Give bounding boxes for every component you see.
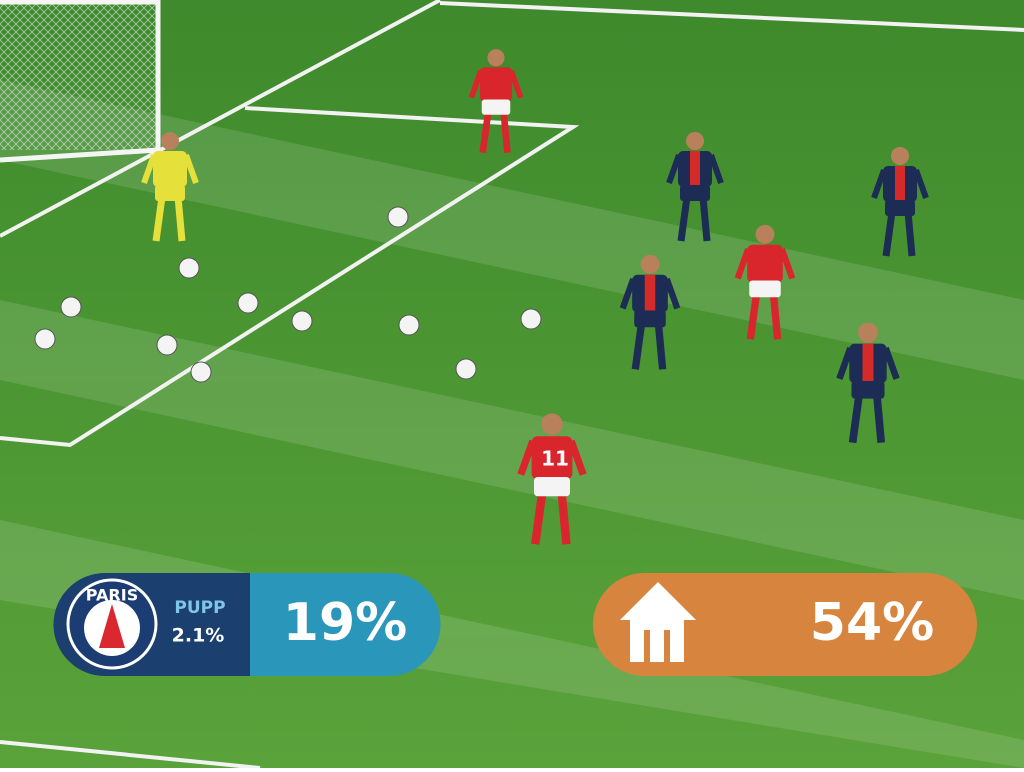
shorts xyxy=(481,99,511,115)
ball xyxy=(398,314,420,336)
player xyxy=(517,413,587,545)
leg xyxy=(769,292,782,340)
left-badge: PARIS PUPP 2.1% 19% xyxy=(53,573,441,676)
ball xyxy=(178,257,200,279)
player xyxy=(141,132,199,242)
head xyxy=(541,413,563,435)
shorts xyxy=(680,185,710,201)
leg xyxy=(631,322,646,370)
shorts xyxy=(885,200,915,216)
leg xyxy=(500,110,511,154)
badge-light xyxy=(250,573,441,676)
ball xyxy=(190,361,212,383)
shorts xyxy=(534,477,570,497)
ball xyxy=(156,334,178,356)
leg xyxy=(531,490,547,545)
arm xyxy=(778,247,796,280)
shorts xyxy=(155,185,185,201)
ball xyxy=(387,206,409,228)
arm xyxy=(663,277,681,310)
shorts xyxy=(851,381,885,399)
players xyxy=(141,49,929,545)
torso xyxy=(153,151,187,187)
leg xyxy=(872,393,886,443)
leg xyxy=(848,393,864,444)
goal xyxy=(0,0,161,163)
balls xyxy=(34,206,542,383)
player xyxy=(836,322,900,444)
torso xyxy=(479,67,513,102)
stripe xyxy=(895,166,905,202)
head xyxy=(161,132,179,150)
player xyxy=(666,132,724,242)
arm xyxy=(734,247,752,280)
arm xyxy=(666,153,682,185)
shorts xyxy=(634,310,666,328)
crest-tower xyxy=(99,604,125,648)
ball xyxy=(455,358,477,380)
player xyxy=(734,224,796,340)
arm xyxy=(913,168,929,200)
stripe xyxy=(644,274,656,313)
head xyxy=(858,322,878,343)
arm xyxy=(836,346,854,380)
right-badge: 54% xyxy=(593,573,977,676)
player xyxy=(619,254,681,370)
stripe xyxy=(690,151,700,187)
arm xyxy=(619,277,637,310)
stripe xyxy=(862,343,874,384)
leg xyxy=(882,211,896,257)
leg xyxy=(699,196,711,242)
head xyxy=(686,132,704,150)
torso xyxy=(531,436,573,480)
arm xyxy=(517,439,537,476)
badge-bg xyxy=(593,573,977,676)
badge-sub: 2.1% xyxy=(172,625,225,647)
arm xyxy=(141,153,157,185)
leg xyxy=(746,292,761,340)
jersey-number: 11 xyxy=(541,447,569,471)
ball xyxy=(34,328,56,350)
arm xyxy=(708,153,724,185)
torso xyxy=(747,244,783,283)
player xyxy=(871,147,929,257)
badge-value: 54% xyxy=(810,593,934,653)
leg xyxy=(557,491,571,545)
ball xyxy=(291,310,313,332)
player xyxy=(468,49,524,154)
ball xyxy=(237,292,259,314)
crest-text: PARIS xyxy=(86,586,138,605)
house-icon xyxy=(620,582,696,662)
head xyxy=(891,147,909,165)
arm xyxy=(468,70,484,99)
leg xyxy=(654,322,667,370)
badge-label: PUPP xyxy=(174,598,225,618)
badge-value: 19% xyxy=(283,593,407,653)
head xyxy=(487,49,505,67)
leg xyxy=(174,196,186,242)
ball xyxy=(60,296,82,318)
arm xyxy=(882,346,900,380)
head xyxy=(640,254,660,274)
leg xyxy=(152,196,166,242)
arm xyxy=(183,153,199,185)
ball xyxy=(520,308,542,330)
leg xyxy=(479,110,492,154)
arm xyxy=(567,439,587,476)
leg xyxy=(677,196,691,242)
head xyxy=(755,224,775,244)
arm xyxy=(508,70,524,99)
leg xyxy=(904,211,916,257)
arm xyxy=(871,168,887,200)
shorts xyxy=(749,280,781,298)
